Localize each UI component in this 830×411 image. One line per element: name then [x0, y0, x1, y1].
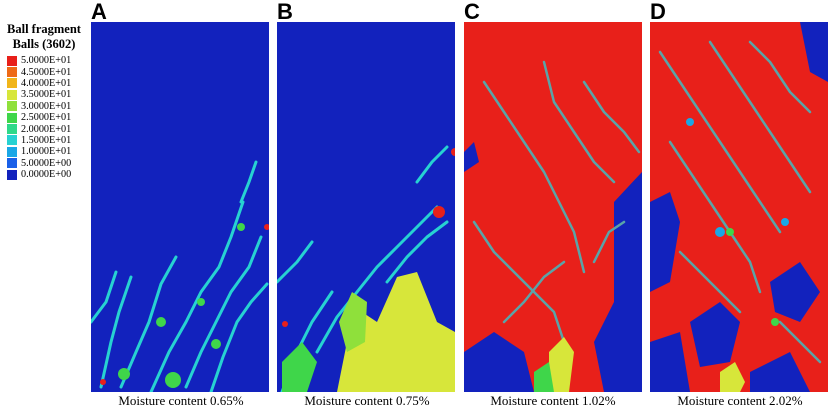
legend-subtitle: Balls (3602)	[12, 37, 76, 51]
legend-swatch	[7, 55, 17, 66]
legend-list: 5.0000E+01 4.5000E+01 4.0000E+01 3.5000E…	[0, 55, 88, 180]
legend-label: 1.5000E+01	[21, 134, 72, 146]
particle-field-a	[91, 22, 269, 392]
legend-entry: 2.5000E+01	[0, 112, 88, 123]
legend-entry: 1.0000E+01	[0, 146, 88, 157]
legend-entry: 4.0000E+01	[0, 78, 88, 89]
particle-field-d	[650, 22, 828, 392]
panel-caption-a: Moisture content 0.65%	[118, 393, 244, 408]
legend-label: 4.0000E+01	[21, 77, 72, 89]
legend-entry: 2.0000E+01	[0, 123, 88, 135]
legend-swatch	[7, 135, 17, 146]
panel-caption-c: Moisture content 1.02%	[490, 393, 616, 408]
legend-entry: 4.5000E+01	[0, 66, 88, 78]
legend-swatch	[7, 158, 17, 169]
panel-c	[464, 22, 642, 392]
color-legend: Ball fragment Balls (3602) 5.0000E+01 4.…	[0, 22, 88, 180]
legend-entry: 5.0000E+00	[0, 158, 88, 169]
legend-label: 1.0000E+01	[21, 146, 72, 158]
legend-label: 0.0000E+00	[21, 169, 72, 181]
legend-swatch	[7, 112, 17, 123]
legend-entry: 3.0000E+01	[0, 101, 88, 112]
legend-swatch	[7, 101, 17, 112]
legend-entry: 3.5000E+01	[0, 89, 88, 100]
panel-caption-d: Moisture content 2.02%	[677, 393, 803, 408]
panel-caption-b: Moisture content 0.75%	[304, 393, 430, 408]
panel-letter-c: C	[464, 0, 480, 24]
legend-entry: 1.5000E+01	[0, 135, 88, 146]
particle-field-b	[277, 22, 455, 392]
legend-entry: 0.0000E+00	[0, 169, 88, 180]
legend-title: Ball fragment	[7, 22, 81, 36]
legend-label: 2.5000E+01	[21, 112, 72, 124]
legend-swatch	[7, 146, 17, 157]
legend-swatch	[7, 124, 17, 135]
legend-label: 3.5000E+01	[21, 89, 72, 101]
legend-label: 2.0000E+01	[21, 123, 72, 135]
legend-label: 3.0000E+01	[21, 100, 72, 112]
panel-b	[277, 22, 455, 392]
legend-entry: 5.0000E+01	[0, 55, 88, 66]
legend-label: 4.5000E+01	[21, 66, 72, 78]
legend-swatch	[7, 169, 17, 180]
panel-letter-a: A	[91, 0, 107, 24]
panel-d	[650, 22, 828, 392]
panel-a	[91, 22, 269, 392]
panel-letter-d: D	[650, 0, 666, 24]
legend-swatch	[7, 78, 17, 89]
legend-swatch	[7, 89, 17, 100]
panel-letter-b: B	[277, 0, 293, 24]
legend-label: 5.0000E+01	[21, 55, 72, 67]
particle-field-c	[464, 22, 642, 392]
legend-label: 5.0000E+00	[21, 157, 72, 169]
legend-swatch	[7, 67, 17, 78]
